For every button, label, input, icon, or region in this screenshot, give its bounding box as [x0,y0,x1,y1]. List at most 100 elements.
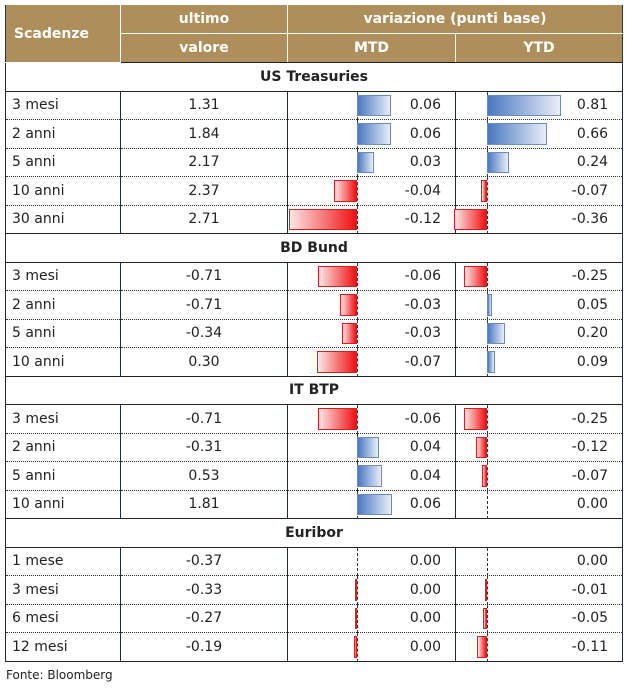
header-scadenze: Scadenze [5,5,121,63]
section-header: Euribor [4,518,624,548]
table-row: 5 anni 0.53 0.04 -0.07 [5,461,624,491]
mtd-axis-line [357,291,358,320]
mtd-cell: 0.06 [287,119,456,149]
last-value: -0.19 [120,632,288,662]
header-variazione: variazione (punti base) [286,5,624,34]
mtd-cell: 0.00 [287,632,456,662]
mtd-value: 0.04 [409,467,441,484]
mtd-data-bar [355,579,357,601]
mtd-data-bar [334,180,357,202]
ytd-data-bar [483,607,487,629]
mtd-data-bar [357,493,393,515]
ytd-cell: -0.12 [454,433,624,462]
last-value: 1.31 [120,91,288,120]
yield-table: Scadenze ultimo variazione (punti base) … [4,5,624,662]
maturity-label: 3 mesi [5,575,121,605]
mtd-data-bar [318,265,357,287]
table-row: 30 anni 2.71 -0.12 -0.36 [5,205,624,234]
maturity-label: 1 mese [5,547,121,576]
ytd-value: -0.12 [571,439,609,456]
maturity-label: 12 mesi [5,632,121,662]
mtd-data-bar [357,94,392,116]
mtd-data-bar [288,208,357,230]
mtd-cell: -0.04 [287,176,456,206]
ytd-axis-line [487,547,488,576]
ytd-cell: 0.09 [454,347,624,377]
mtd-cell: -0.07 [287,347,456,377]
mtd-cell: -0.12 [287,205,456,234]
mtd-value: 0.00 [409,553,441,570]
ytd-data-bar [476,436,487,458]
last-value: -0.71 [120,404,288,434]
ytd-cell: 0.00 [454,490,624,519]
ytd-cell: 0.81 [454,91,624,120]
ytd-cell: -0.25 [454,404,624,434]
table-row: 3 mesi -0.71 -0.06 -0.25 [5,404,624,434]
last-value: -0.71 [120,262,288,291]
ytd-data-bar [487,94,561,116]
ytd-value: 0.00 [576,553,609,570]
mtd-value: -0.03 [404,296,441,313]
mtd-cell: 0.00 [287,575,456,605]
ytd-data-bar [476,636,487,658]
mtd-axis-line [357,319,358,348]
last-value: -0.33 [120,575,288,605]
ytd-axis-line [487,576,488,605]
maturity-label: 5 anni [5,148,121,177]
maturity-label: 2 anni [5,290,121,320]
last-value: 0.30 [120,347,288,377]
ytd-data-bar [487,123,548,145]
header-mtd: MTD [287,33,456,63]
mtd-cell: 0.00 [287,547,456,576]
ytd-value: -0.25 [571,410,609,427]
table-row: 2 anni -0.71 -0.03 0.05 [5,290,624,320]
section-header: IT BTP [4,375,624,405]
ytd-data-bar [487,151,509,173]
ytd-value: 0.09 [576,353,609,370]
ytd-value: -0.07 [571,182,609,199]
ytd-value: -0.05 [571,610,609,627]
ytd-cell: 0.00 [454,547,624,576]
maturity-label: 3 mesi [5,91,121,120]
ytd-cell: -0.36 [454,205,624,234]
ytd-value: 0.20 [576,325,609,342]
last-value: 0.53 [120,461,288,491]
ytd-axis-line [487,462,488,491]
ytd-axis-line [487,205,488,234]
mtd-value: 0.06 [409,97,441,114]
ytd-cell: -0.11 [454,632,624,662]
table-row: 10 anni 0.30 -0.07 0.09 [5,347,624,377]
ytd-cell: 0.20 [454,319,624,348]
mtd-data-bar [357,465,382,487]
ytd-value: 0.24 [576,154,609,171]
table-row: 10 anni 1.81 0.06 0.00 [5,490,624,519]
maturity-label: 10 anni [5,176,121,206]
ytd-value: -0.36 [571,211,609,228]
ytd-axis-line [487,490,488,519]
last-value: -0.37 [120,547,288,576]
section-title: Euribor [4,518,624,548]
table-row: 6 mesi -0.27 0.00 -0.05 [5,604,624,633]
mtd-value: 0.06 [409,496,441,513]
mtd-cell: 0.06 [287,91,456,120]
ytd-value: -0.25 [571,268,609,285]
maturity-label: 10 anni [5,490,121,519]
table-row: 5 anni 2.17 0.03 0.24 [5,148,624,177]
mtd-cell: -0.06 [287,262,456,291]
ytd-value: -0.07 [571,467,609,484]
mtd-data-bar [357,436,379,458]
ytd-data-bar [454,208,487,230]
mtd-axis-line [357,348,358,377]
ytd-axis-line [487,262,488,291]
mtd-cell: -0.03 [287,290,456,320]
mtd-cell: 0.06 [287,490,456,519]
mtd-cell: 0.04 [287,461,456,491]
table-row: 10 anni 2.37 -0.04 -0.07 [5,176,624,206]
mtd-cell: -0.06 [287,404,456,434]
ytd-cell: 0.24 [454,148,624,177]
mtd-cell: 0.03 [287,148,456,177]
table-row: 3 mesi 1.31 0.06 0.81 [5,91,624,120]
ytd-data-bar [480,180,487,202]
ytd-data-bar [487,322,506,344]
header-ytd: YTD [454,33,624,63]
